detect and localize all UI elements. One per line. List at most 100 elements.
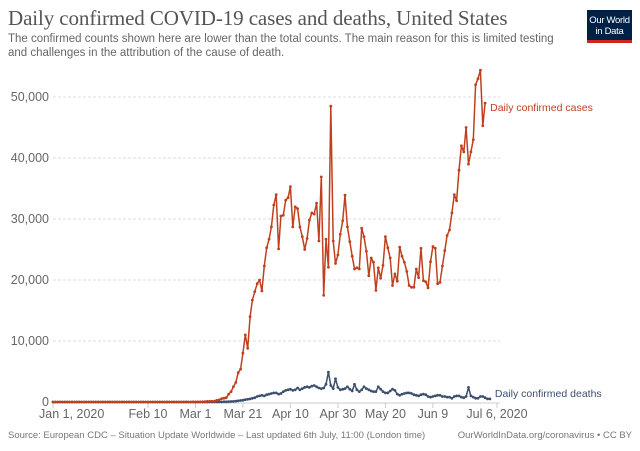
data-point[interactable] bbox=[277, 392, 280, 396]
data-point[interactable] bbox=[471, 395, 475, 399]
data-point[interactable] bbox=[108, 400, 112, 404]
data-point[interactable] bbox=[452, 395, 456, 398]
data-point[interactable] bbox=[343, 193, 347, 197]
data-point[interactable] bbox=[395, 279, 399, 283]
data-point[interactable] bbox=[222, 396, 226, 400]
data-point[interactable] bbox=[393, 389, 397, 392]
data-point[interactable] bbox=[376, 266, 380, 270]
data-point[interactable] bbox=[205, 400, 209, 403]
data-point[interactable] bbox=[374, 390, 378, 393]
data-point[interactable] bbox=[243, 333, 247, 337]
data-point[interactable] bbox=[317, 239, 321, 243]
data-point[interactable] bbox=[369, 389, 373, 393]
data-point[interactable] bbox=[479, 395, 482, 398]
data-point[interactable] bbox=[479, 68, 482, 72]
data-point[interactable] bbox=[381, 264, 385, 267]
data-point[interactable] bbox=[319, 175, 323, 179]
data-point[interactable] bbox=[284, 198, 288, 202]
data-point[interactable] bbox=[386, 246, 390, 250]
data-point[interactable] bbox=[224, 400, 228, 404]
data-point[interactable] bbox=[486, 397, 489, 401]
data-point[interactable] bbox=[289, 387, 292, 391]
data-point[interactable] bbox=[331, 387, 335, 390]
data-point[interactable] bbox=[341, 219, 345, 223]
data-point[interactable] bbox=[443, 249, 447, 253]
data-point[interactable] bbox=[412, 393, 416, 397]
data-point[interactable] bbox=[243, 398, 247, 401]
data-point[interactable] bbox=[308, 386, 311, 389]
data-point[interactable] bbox=[372, 260, 375, 264]
data-point[interactable] bbox=[210, 399, 214, 403]
data-point[interactable] bbox=[130, 400, 133, 404]
data-point[interactable] bbox=[286, 388, 290, 392]
data-point[interactable] bbox=[251, 396, 254, 400]
data-point[interactable] bbox=[236, 371, 240, 375]
data-point[interactable] bbox=[405, 391, 409, 395]
data-point[interactable] bbox=[315, 201, 318, 205]
data-point[interactable] bbox=[429, 260, 432, 264]
data-point[interactable] bbox=[234, 381, 238, 384]
data-point[interactable] bbox=[334, 377, 337, 381]
data-point[interactable] bbox=[289, 185, 292, 189]
data-point[interactable] bbox=[293, 205, 297, 209]
data-point[interactable] bbox=[457, 394, 461, 398]
data-point[interactable] bbox=[464, 395, 468, 398]
data-point[interactable] bbox=[438, 393, 442, 397]
data-point[interactable] bbox=[336, 253, 340, 257]
data-point[interactable] bbox=[291, 225, 295, 229]
data-point[interactable] bbox=[407, 284, 411, 287]
data-point[interactable] bbox=[201, 400, 205, 404]
data-point[interactable] bbox=[111, 400, 114, 404]
data-point[interactable] bbox=[300, 387, 304, 390]
data-point[interactable] bbox=[65, 400, 69, 404]
data-point[interactable] bbox=[372, 390, 375, 393]
data-point[interactable] bbox=[338, 388, 342, 392]
data-point[interactable] bbox=[251, 298, 254, 302]
data-point[interactable] bbox=[365, 387, 368, 390]
data-point[interactable] bbox=[132, 400, 136, 404]
data-point[interactable] bbox=[267, 237, 271, 241]
data-point[interactable] bbox=[412, 285, 416, 289]
data-point[interactable] bbox=[51, 400, 55, 404]
data-point[interactable] bbox=[452, 193, 456, 197]
data-point[interactable] bbox=[305, 385, 309, 389]
data-point[interactable] bbox=[179, 400, 183, 404]
data-point[interactable] bbox=[350, 389, 354, 393]
data-point[interactable] bbox=[151, 400, 155, 404]
data-point[interactable] bbox=[398, 245, 402, 249]
data-point[interactable] bbox=[258, 394, 261, 398]
data-point[interactable] bbox=[103, 400, 107, 404]
data-point[interactable] bbox=[270, 225, 273, 229]
data-point[interactable] bbox=[367, 274, 371, 278]
data-point[interactable] bbox=[362, 385, 366, 389]
data-point[interactable] bbox=[170, 400, 174, 404]
data-point[interactable] bbox=[265, 393, 269, 397]
data-point[interactable] bbox=[348, 240, 352, 244]
data-point[interactable] bbox=[448, 228, 451, 232]
data-point[interactable] bbox=[391, 284, 394, 287]
data-point[interactable] bbox=[424, 393, 428, 397]
data-point[interactable] bbox=[260, 289, 264, 293]
data-point[interactable] bbox=[417, 276, 420, 279]
data-point[interactable] bbox=[455, 199, 458, 203]
data-point[interactable] bbox=[483, 396, 487, 400]
data-point[interactable] bbox=[355, 266, 359, 270]
data-point[interactable] bbox=[144, 400, 148, 404]
data-point[interactable] bbox=[395, 392, 399, 396]
data-point[interactable] bbox=[388, 256, 392, 260]
data-point[interactable] bbox=[312, 212, 316, 216]
data-point[interactable] bbox=[234, 399, 238, 403]
data-point[interactable] bbox=[236, 399, 240, 403]
data-point[interactable] bbox=[167, 400, 171, 404]
data-point[interactable] bbox=[464, 126, 468, 129]
owid-logo[interactable]: Our World in Data bbox=[587, 10, 632, 43]
data-point[interactable] bbox=[75, 400, 79, 404]
data-point[interactable] bbox=[386, 391, 390, 395]
data-point[interactable] bbox=[438, 281, 442, 284]
data-point[interactable] bbox=[156, 400, 159, 404]
data-point[interactable] bbox=[341, 387, 345, 391]
data-point[interactable] bbox=[191, 400, 195, 404]
data-point[interactable] bbox=[460, 395, 463, 399]
data-point[interactable] bbox=[360, 226, 364, 230]
data-point[interactable] bbox=[310, 211, 314, 215]
